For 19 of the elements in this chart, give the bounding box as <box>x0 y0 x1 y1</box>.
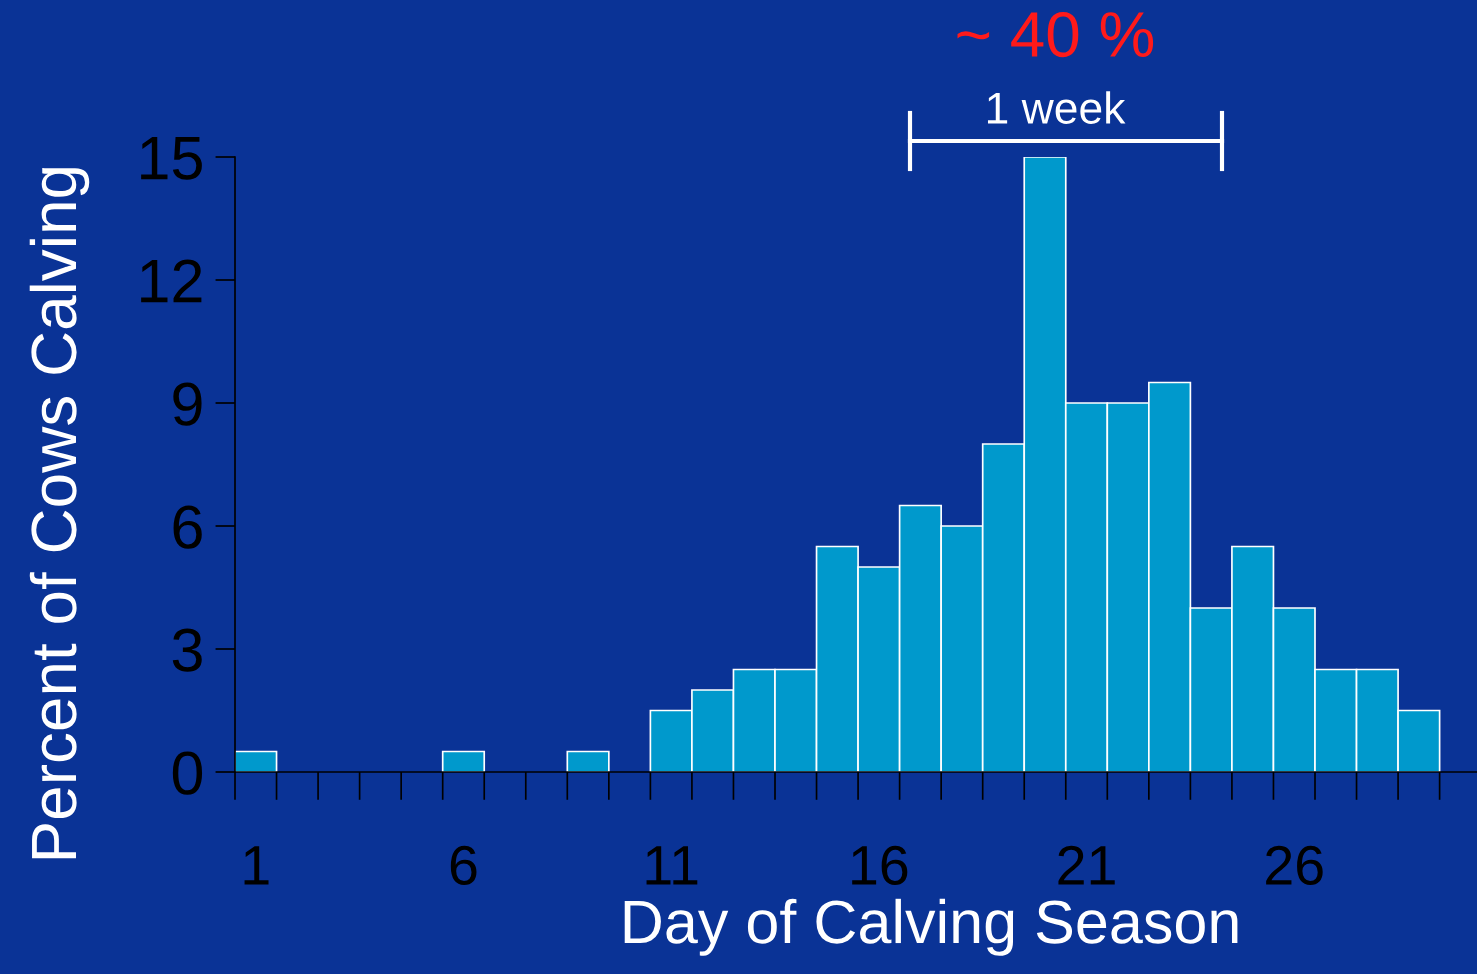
text: 1 week <box>987 91 1126 124</box>
text: ~ 40 % <box>957 11 1154 58</box>
y-tick-label: 9 <box>173 382 202 426</box>
x-tick-label: 11 <box>646 846 698 885</box>
x-tick-label: 21 <box>1058 845 1115 885</box>
y-tick-label: 12 <box>141 259 202 303</box>
x-tick-label: 26 <box>1266 845 1323 886</box>
bar <box>235 750 278 772</box>
y-tick-label: 15 <box>141 137 202 180</box>
y-axis-title: Percent of Cows Calving <box>29 168 90 859</box>
x-tick-label: 6 <box>450 845 477 886</box>
x-tick-label: 1 <box>244 846 269 885</box>
x-axis-title: Day of Calving Season <box>624 898 1238 956</box>
bar <box>566 750 610 772</box>
x-tick-label: 16 <box>852 845 908 886</box>
y-tick-label: 6 <box>173 505 202 549</box>
bar <box>441 750 486 772</box>
y-tick-label: 3 <box>172 628 202 672</box>
y-tick-label: 0 <box>172 751 203 795</box>
